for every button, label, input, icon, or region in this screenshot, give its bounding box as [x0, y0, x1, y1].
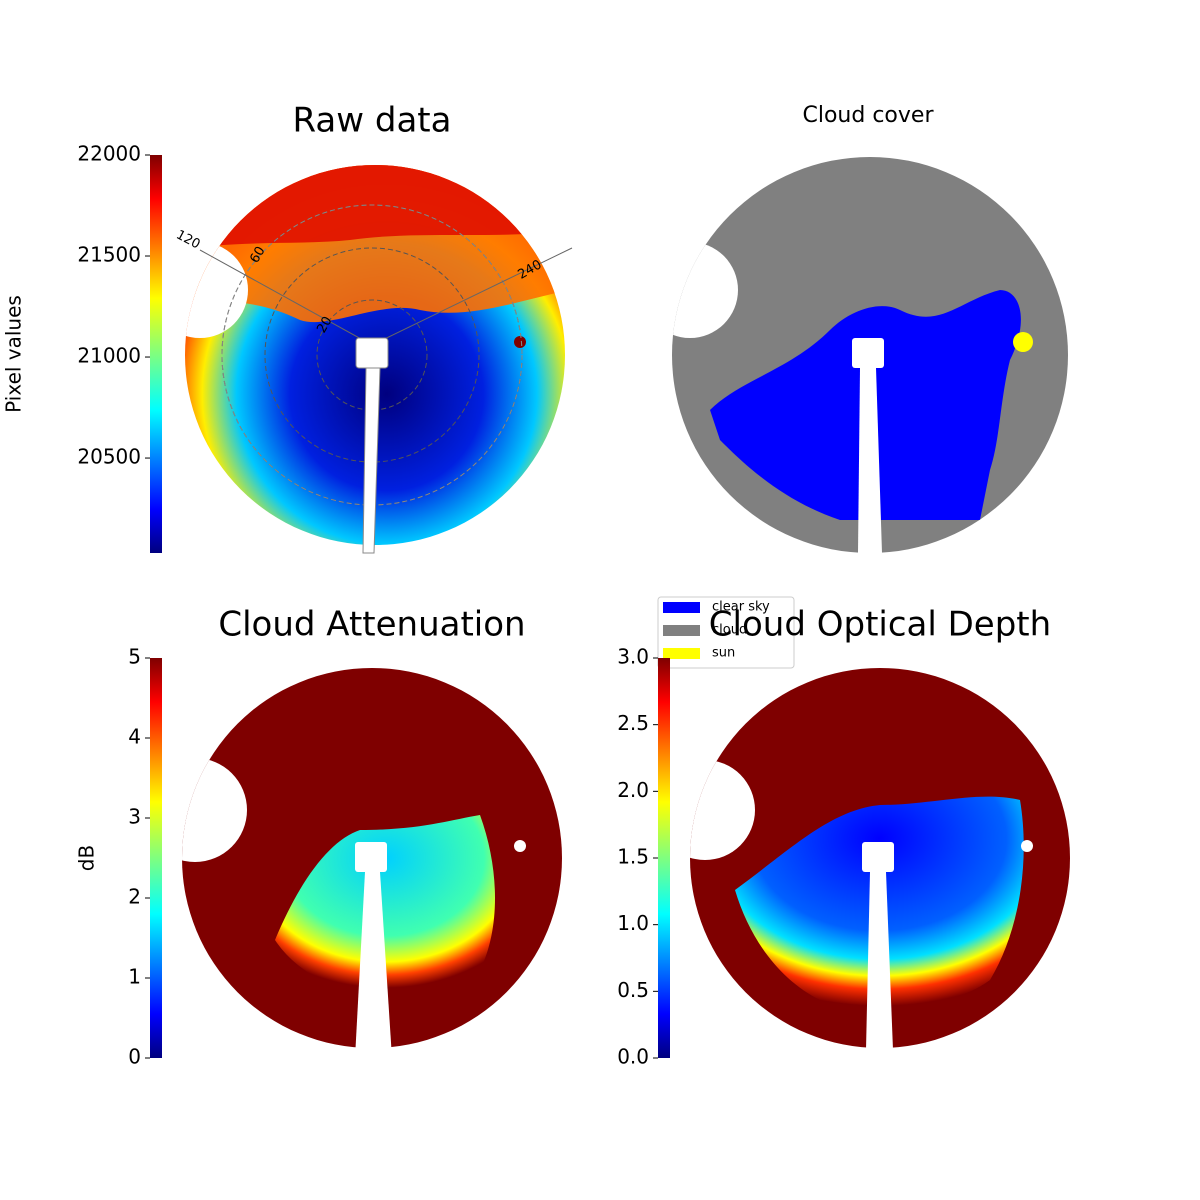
y-tick-label: 3.0 [617, 645, 649, 669]
y-tick-label: 0.0 [617, 1045, 649, 1069]
y-tick-label: 2.5 [617, 711, 649, 735]
y-tick-label: 4 [128, 725, 141, 749]
y-tick-label: 21000 [77, 344, 141, 368]
y-tick-label: 5 [128, 645, 141, 669]
legend-label: sun [712, 646, 735, 661]
panel-title: Raw data [293, 101, 452, 141]
panel-title: Cloud cover [803, 103, 935, 128]
y-tick-label: 2.0 [617, 778, 649, 802]
polar-spoke [371, 247, 573, 346]
mast [866, 872, 893, 1050]
legend-swatch [663, 602, 700, 613]
y-axis-label: Pixel values [2, 295, 26, 413]
y-tick-label: 1 [128, 965, 141, 989]
y-tick-label: 20500 [77, 445, 141, 469]
sun-mask [1021, 840, 1033, 852]
y-tick-label: 1.5 [617, 845, 649, 869]
panel-title: Cloud Optical Depth [709, 605, 1051, 645]
panel-title: Cloud Attenuation [218, 605, 525, 645]
polar-label: 20 [314, 314, 335, 336]
legend-swatch [663, 648, 700, 659]
mast [355, 872, 392, 1058]
mast [362, 367, 381, 554]
colorbar [150, 658, 162, 1058]
polar-label: 60 [247, 244, 268, 266]
y-tick-label: 22000 [77, 142, 141, 166]
mast [862, 842, 894, 872]
y-tick-label: 21500 [77, 243, 141, 267]
y-tick-label: 1.0 [617, 911, 649, 935]
colorbar [658, 658, 670, 1058]
y-tick-label: 3 [128, 805, 141, 829]
mast [355, 842, 387, 872]
y-tick-label: 0.5 [617, 978, 649, 1002]
mast [852, 338, 884, 368]
mast [355, 337, 389, 369]
mast [858, 368, 882, 553]
legend-swatch [663, 625, 700, 636]
polar-spoke [199, 249, 373, 346]
sun [1013, 332, 1033, 352]
polar-label: 120 [174, 228, 203, 253]
legend-label: clear sky [712, 600, 770, 615]
colorbar [150, 155, 162, 553]
y-axis-label: dB [75, 845, 99, 871]
y-tick-label: 2 [128, 885, 141, 909]
sun-mask [514, 840, 526, 852]
y-tick-label: 0 [128, 1045, 141, 1069]
legend-label: cloud [712, 623, 747, 638]
